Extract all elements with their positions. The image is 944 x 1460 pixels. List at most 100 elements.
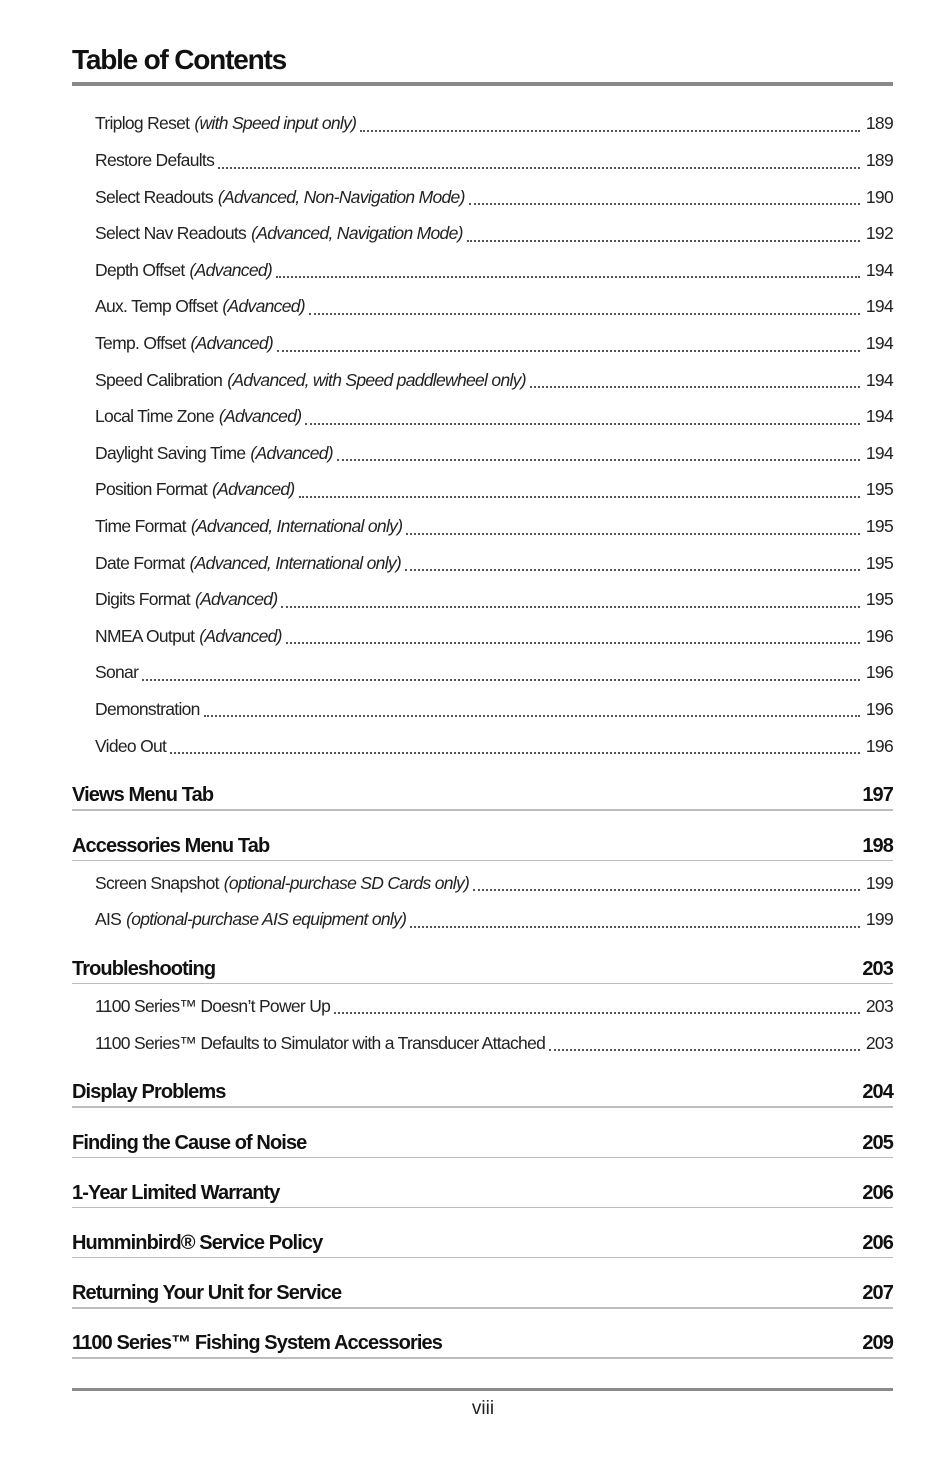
entry-label: Select Nav Readouts xyxy=(95,223,247,244)
toc-section[interactable]: Accessories Menu Tab 198 xyxy=(72,815,894,865)
entry-label: Daylight Saving Time xyxy=(95,442,246,463)
section-rule xyxy=(72,1156,893,1158)
section-page: 197 xyxy=(862,784,894,807)
entry-note: (Advanced) xyxy=(250,442,333,463)
entry-label: Screen Snapshot xyxy=(95,872,219,893)
dot-leader xyxy=(203,701,860,718)
entry-label: Triplog Reset xyxy=(95,113,190,134)
section-label: Troubleshooting xyxy=(72,957,216,980)
entry-label: Depth Offset xyxy=(95,259,185,280)
toc-entry[interactable]: Demonstration 196 xyxy=(72,691,894,728)
toc-section[interactable]: Returning Your Unit for Service 207 xyxy=(72,1262,894,1312)
toc-entry[interactable]: Select Nav Readouts (Advanced, Navigatio… xyxy=(72,215,894,252)
toc-section[interactable]: Finding the Cause of Noise 205 xyxy=(72,1112,894,1162)
toc-section[interactable]: Views Menu Tab 197 xyxy=(72,764,894,814)
entry-note: (Advanced, International only) xyxy=(190,516,403,537)
entry-note: (Advanced) xyxy=(199,625,282,646)
toc-entry[interactable]: Date Format (Advanced, International onl… xyxy=(72,545,894,582)
toc-entry[interactable]: NMEA Output (Advanced) 196 xyxy=(72,618,894,655)
entry-page: 195 xyxy=(865,552,894,573)
entry-page: 196 xyxy=(865,735,894,756)
toc-entry[interactable]: AIS (optional-purchase AIS equipment onl… xyxy=(72,901,894,938)
toc-section[interactable]: Humminbird® Service Policy 206 xyxy=(72,1212,894,1262)
entry-note: (Advanced) xyxy=(212,479,295,500)
dot-leader xyxy=(305,409,860,425)
page-number: viii xyxy=(471,1398,495,1419)
entry-page: 195 xyxy=(865,479,894,500)
toc-section[interactable]: Troubleshooting 203 xyxy=(72,938,894,988)
section-label: Accessories Menu Tab xyxy=(72,834,270,857)
toc-entry[interactable]: Daylight Saving Time (Advanced) 194 xyxy=(72,435,894,472)
entry-page: 195 xyxy=(865,589,894,610)
dot-leader xyxy=(285,628,860,645)
entry-page: 190 xyxy=(865,186,894,207)
entry-page: 203 xyxy=(865,995,894,1016)
section-rule xyxy=(72,1106,893,1108)
dot-leader xyxy=(529,372,860,389)
section-rule xyxy=(72,982,893,985)
entry-page: 196 xyxy=(865,625,894,646)
dot-leader xyxy=(170,738,860,755)
toc-section[interactable]: 1100 Series™ Fishing System Accessories … xyxy=(72,1312,894,1362)
entry-label: Position Format xyxy=(95,479,208,500)
toc-entry[interactable]: Select Readouts (Advanced, Non-Navigatio… xyxy=(72,179,894,216)
toc-entry[interactable]: Position Format (Advanced) 195 xyxy=(72,472,894,509)
entry-note: (with Speed input only) xyxy=(194,113,357,134)
section-rule xyxy=(72,1256,893,1259)
entry-note: (optional-purchase AIS equipment only) xyxy=(126,909,407,930)
toc-entry[interactable]: Triplog Reset (with Speed input only) 18… xyxy=(72,106,894,143)
toc-entry[interactable]: 1100 Series™ Doesn’t Power Up 203 xyxy=(72,988,894,1025)
section-label: 1-Year Limited Warranty xyxy=(72,1181,280,1204)
section-page: 209 xyxy=(862,1332,894,1355)
toc-entry[interactable]: Screen Snapshot (optional-purchase SD Ca… xyxy=(72,865,894,902)
section-page: 205 xyxy=(862,1131,894,1154)
section-rule xyxy=(72,859,893,862)
toc-entry[interactable]: Digits Format (Advanced) 195 xyxy=(72,581,894,618)
section-page: 203 xyxy=(862,957,894,980)
page-title: Table of Contents xyxy=(72,44,287,75)
toc-entry[interactable]: 1100 Series™ Defaults to Simulator with … xyxy=(72,1025,894,1062)
entry-page: 194 xyxy=(865,333,894,354)
entry-page: 203 xyxy=(865,1032,894,1053)
title-rule xyxy=(72,82,893,86)
toc-entry[interactable]: Speed Calibration (Advanced, with Speed … xyxy=(72,362,894,399)
entry-label: 1100 Series™ Defaults to Simulator with … xyxy=(95,1032,546,1053)
section-label: Finding the Cause of Noise xyxy=(72,1131,307,1154)
section-rule xyxy=(72,809,893,811)
entry-label: Time Format xyxy=(95,516,187,537)
section-label: 1100 Series™ Fishing System Accessories xyxy=(72,1332,443,1355)
dot-leader xyxy=(142,665,860,681)
dot-leader xyxy=(410,912,860,928)
toc-entry[interactable]: Sonar 196 xyxy=(72,655,894,692)
entry-page: 195 xyxy=(865,516,894,537)
dot-leader xyxy=(468,189,860,206)
toc-entry[interactable]: Local Time Zone (Advanced) 194 xyxy=(72,398,894,435)
section-rule xyxy=(72,1307,893,1309)
toc-section[interactable]: 1-Year Limited Warranty 206 xyxy=(72,1162,894,1212)
toc-entry[interactable]: Temp. Offset (Advanced) 194 xyxy=(72,325,894,362)
entry-page: 199 xyxy=(865,909,894,930)
entry-page: 194 xyxy=(865,369,894,390)
toc-entry[interactable]: Depth Offset (Advanced) 194 xyxy=(72,252,894,289)
entry-page: 199 xyxy=(865,872,894,893)
dot-leader xyxy=(281,592,860,608)
dot-leader xyxy=(298,482,860,498)
dot-leader xyxy=(473,875,860,892)
entry-note: (Advanced, with Speed paddlewheel only) xyxy=(227,369,526,390)
entry-label: Digits Format xyxy=(95,589,191,610)
entry-note: (Advanced, International only) xyxy=(189,552,402,573)
section-page: 198 xyxy=(862,834,894,857)
entry-page: 194 xyxy=(865,406,894,427)
toc-section[interactable]: Display Problems 204 xyxy=(72,1061,894,1111)
toc-entry[interactable]: Time Format (Advanced, International onl… xyxy=(72,508,894,545)
entry-page: 194 xyxy=(865,259,894,280)
toc-entry[interactable]: Aux. Temp Offset (Advanced) 194 xyxy=(72,289,894,326)
toc-entry[interactable]: Restore Defaults 189 xyxy=(72,142,894,179)
entry-label: Select Readouts xyxy=(95,186,214,207)
dot-leader xyxy=(405,555,860,572)
dot-leader xyxy=(276,262,860,279)
dot-leader xyxy=(308,299,860,315)
toc-entry[interactable]: Video Out 196 xyxy=(72,728,894,765)
dot-leader xyxy=(334,998,860,1015)
entry-label: Local Time Zone xyxy=(95,406,215,427)
